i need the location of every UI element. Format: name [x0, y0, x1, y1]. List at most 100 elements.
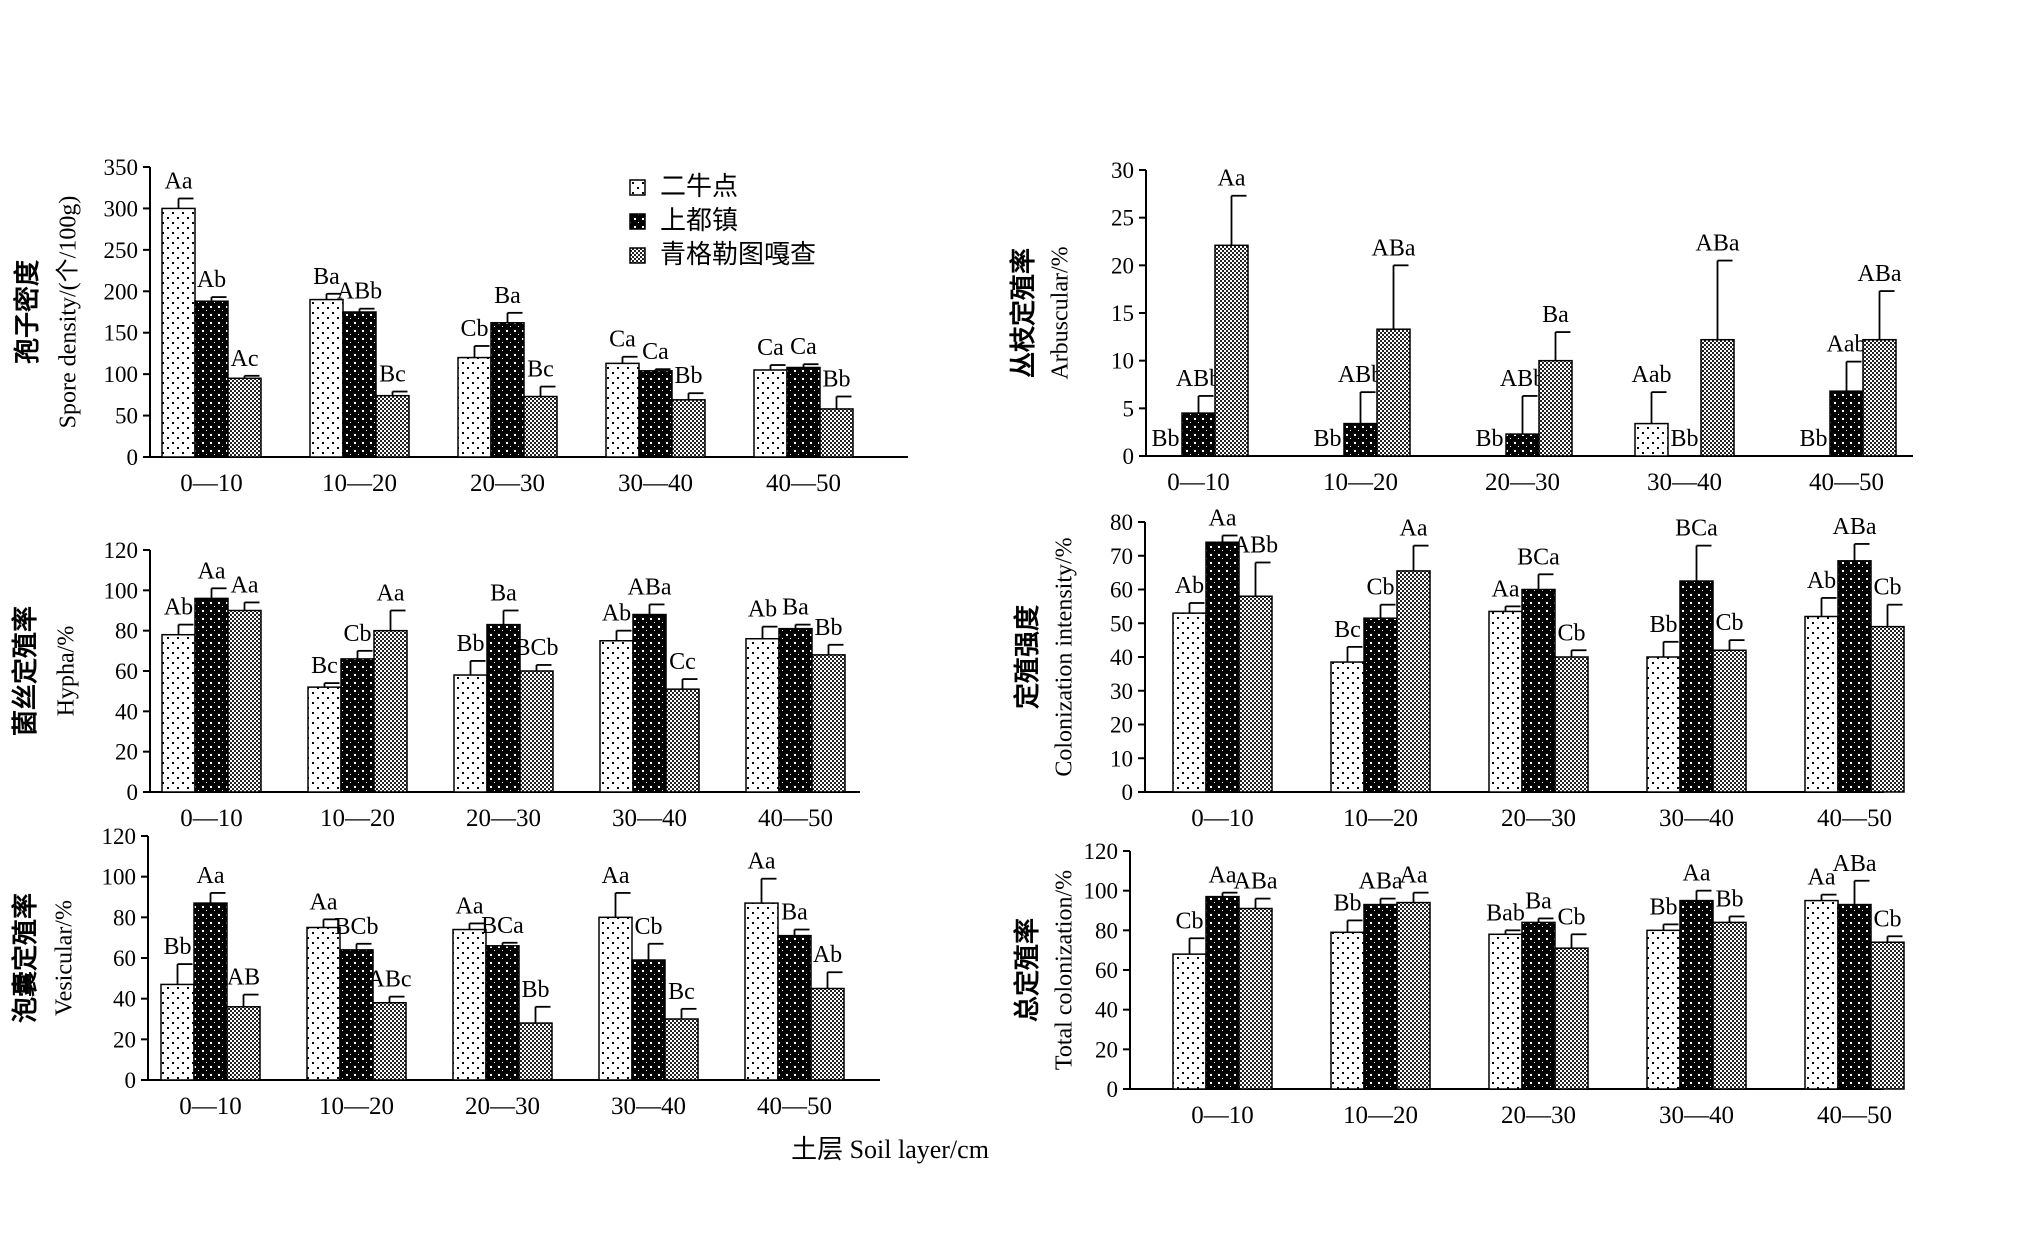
y-tick-label: 10: [1110, 746, 1133, 771]
bar-arbuscular-2-2: [1538, 359, 1573, 457]
significance-label: AB: [227, 965, 260, 991]
y-tick-label: 50: [115, 404, 138, 429]
bar-hypha-4-2: [811, 654, 846, 793]
bar-intensity-2-2: [1554, 656, 1589, 793]
y-tick-label: 10: [1111, 349, 1134, 374]
significance-label: Ba: [313, 264, 340, 290]
significance-label: Bc: [668, 979, 695, 1005]
bar-vesicular-3-2: [664, 1018, 699, 1081]
bar-hypha-0-0: [161, 633, 196, 793]
x-tick-label: 10—20: [1343, 805, 1418, 832]
significance-label: ABc: [368, 967, 412, 993]
significance-label: Ba: [1525, 888, 1552, 914]
bar-vesicular-1-2: [372, 1001, 407, 1081]
panel-arbuscular: 0 5 10 15 20 25 30 丛枝定殖率 Arbuscular/% Bb ABb Aa 0—10…: [1008, 158, 1913, 496]
bar-arbuscular-0-2: [1214, 244, 1249, 457]
significance-label: Aa: [197, 863, 225, 889]
y-tick-label: 0: [127, 780, 139, 805]
y-tick-label: 0: [1123, 444, 1135, 469]
bar-hypha-1-1: [340, 658, 375, 793]
significance-label: Bb: [1649, 612, 1677, 638]
significance-label: Ba: [782, 595, 809, 621]
y-tick-label: 40: [1095, 998, 1118, 1023]
x-tick-label: 30—40: [611, 1093, 686, 1120]
x-tick-label: 20—30: [465, 1093, 540, 1120]
bar-arbuscular-1-1: [1343, 422, 1378, 457]
bar-intensity-4-0: [1804, 615, 1839, 793]
y-tick-label: 100: [104, 362, 139, 387]
y-tick-label: 250: [104, 238, 139, 263]
x-tick-label: 10—20: [320, 805, 395, 832]
panel-spore: 0 50 100 150 200 250 300 350 孢子密度 Spore density/(…: [12, 155, 908, 497]
significance-label: Bb: [1333, 890, 1361, 916]
bar-intensity-0-1: [1205, 541, 1240, 793]
significance-label: Aa: [602, 863, 630, 889]
significance-label: Cb: [1557, 620, 1585, 646]
significance-label: ABa: [1833, 514, 1877, 540]
y-axis-title-en: Spore density/(个/100g): [55, 196, 82, 429]
bar-intensity-3-1: [1679, 580, 1714, 793]
bar-spore-2-1: [490, 322, 525, 458]
significance-label: ABa: [1372, 235, 1416, 261]
y-tick-label: 60: [1110, 578, 1133, 603]
y-tick-label: 120: [1084, 839, 1119, 864]
bar-vesicular-4-0: [744, 902, 779, 1081]
bar-arbuscular-3-0: [1634, 422, 1669, 457]
bar-spore-0-1: [194, 300, 229, 458]
significance-label: Ba: [1542, 302, 1569, 328]
significance-label: Aa: [1808, 865, 1836, 891]
significance-label: Aa: [1218, 166, 1246, 192]
bar-total-1-2: [1396, 901, 1431, 1090]
significance-label: ABa: [628, 574, 672, 600]
legend-label-2: 青格勒图嘎查: [660, 240, 816, 269]
significance-label: Aa: [1209, 863, 1237, 889]
significance-label: Aa: [310, 889, 338, 915]
significance-label: Ba: [490, 581, 517, 607]
significance-label: Cb: [1715, 610, 1743, 636]
bar-hypha-4-1: [778, 627, 813, 793]
significance-label: Cb: [343, 621, 371, 647]
y-axis-title-cn: 丛枝定殖率: [1008, 248, 1038, 378]
bar-hypha-1-2: [373, 629, 408, 793]
bar-intensity-4-2: [1870, 625, 1905, 793]
bar-vesicular-0-0: [160, 983, 195, 1081]
y-tick-label: 25: [1111, 206, 1134, 231]
bar-hypha-3-0: [599, 640, 634, 793]
significance-label: Bb: [456, 631, 484, 657]
bar-arbuscular-0-1: [1181, 412, 1216, 457]
significance-label: Aa: [1209, 506, 1237, 532]
legend-swatch-2: [629, 247, 646, 264]
bar-intensity-1-0: [1330, 661, 1365, 793]
significance-label: Bb: [1151, 426, 1179, 452]
significance-label: Cb: [1557, 904, 1585, 930]
bar-arbuscular-1-2: [1376, 328, 1411, 457]
bar-spore-2-0: [457, 356, 492, 458]
panel-vesicular: 0 20 40 60 80 100 120 泡囊定殖率 Vesicular/% Bb Aa AB 0—1…: [10, 824, 880, 1120]
bar-vesicular-2-0: [452, 928, 487, 1081]
y-tick-label: 80: [1095, 918, 1118, 943]
y-axis-title-en: Total colonization/%: [1052, 870, 1078, 1070]
y-tick-label: 200: [104, 279, 139, 304]
bar-total-4-2: [1870, 941, 1905, 1090]
significance-label: BCa: [1675, 516, 1718, 542]
bar-spore-0-0: [161, 207, 196, 458]
x-tick-label: 40—50: [766, 470, 841, 497]
panel-intensity: 0 10 20 30 40 50 60 70 80 定殖强度 Colonization intens…: [1012, 506, 1905, 832]
y-tick-label: 300: [104, 196, 139, 221]
y-tick-label: 0: [125, 1068, 137, 1093]
significance-label: Cb: [1175, 908, 1203, 934]
significance-label: Bc: [311, 653, 338, 679]
y-tick-label: 80: [115, 619, 138, 644]
x-axis-title: 土层 Soil layer/cm: [791, 1135, 989, 1164]
bar-vesicular-2-1: [485, 945, 520, 1081]
bar-spore-1-1: [342, 311, 377, 458]
y-axis-title-cn: 定殖强度: [1012, 605, 1042, 709]
y-tick-label: 0: [127, 445, 139, 470]
significance-label: Bb: [1715, 886, 1743, 912]
y-tick-label: 40: [113, 987, 136, 1012]
bar-arbuscular-4-2: [1862, 338, 1897, 457]
x-tick-label: 20—30: [1485, 469, 1560, 496]
significance-label: ABa: [1359, 869, 1403, 895]
